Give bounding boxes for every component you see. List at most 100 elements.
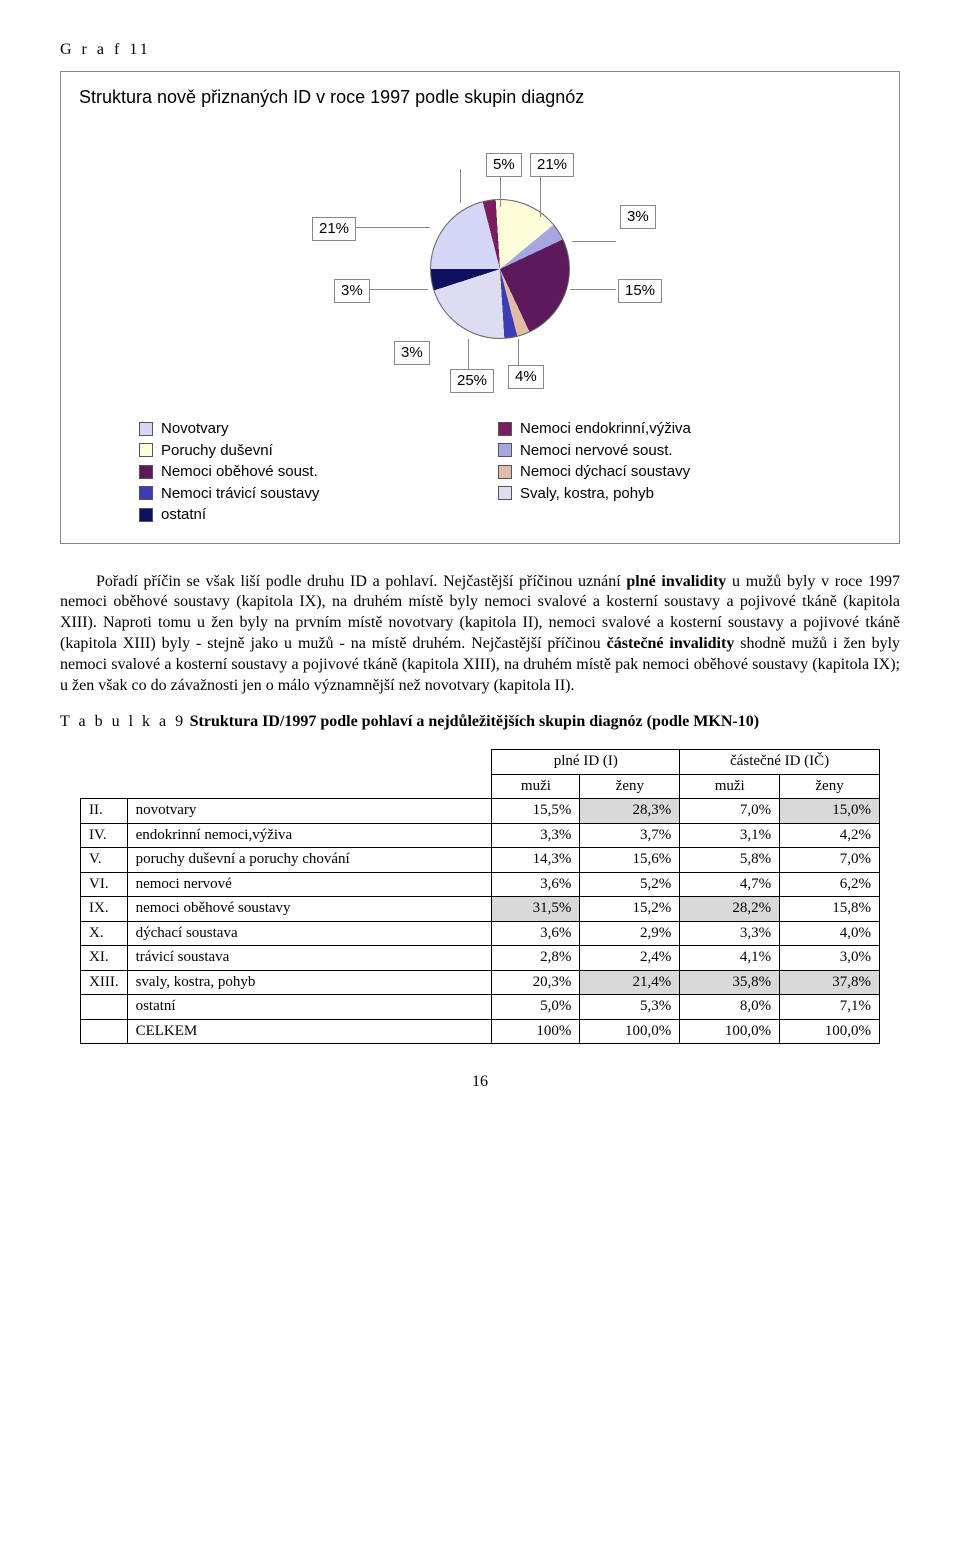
row-label: poruchy duševní a poruchy chování: [127, 848, 492, 873]
table9: plné ID (I)částečné ID (IČ)mužiženymužiž…: [80, 749, 880, 1044]
pct-3b: 3%: [394, 341, 430, 365]
row-rn: V.: [81, 848, 128, 873]
cell: 100%: [492, 1019, 580, 1044]
table9-heading: T a b u l k a 9 Struktura ID/1997 podle …: [60, 712, 900, 733]
cell: 5,0%: [492, 995, 580, 1020]
cell: 20,3%: [492, 970, 580, 995]
chart-title: Struktura nově přiznaných ID v roce 1997…: [79, 86, 881, 109]
row-rn: VI.: [81, 872, 128, 897]
cell: 15,8%: [780, 897, 880, 922]
table-row: CELKEM100%100,0%100,0%100,0%: [81, 1019, 880, 1044]
table-row: V.poruchy duševní a poruchy chování14,3%…: [81, 848, 880, 873]
pct-21b: 21%: [312, 217, 356, 241]
legend-label: Nemoci nervové soust.: [520, 441, 673, 461]
cell: 15,0%: [780, 799, 880, 824]
legend-item: Nemoci nervové soust.: [498, 441, 821, 461]
table-row: II.novotvary15,5%28,3%7,0%15,0%: [81, 799, 880, 824]
table-row: ostatní5,0%5,3%8,0%7,1%: [81, 995, 880, 1020]
swatch: [139, 422, 153, 436]
row-rn: XIII.: [81, 970, 128, 995]
cell: 4,7%: [680, 872, 780, 897]
cell: 7,0%: [680, 799, 780, 824]
cell: 31,5%: [492, 897, 580, 922]
pct-15: 15%: [618, 279, 662, 303]
row-label: novotvary: [127, 799, 492, 824]
swatch: [498, 422, 512, 436]
leader: [460, 169, 461, 203]
cell: 3,6%: [492, 872, 580, 897]
pct-4: 4%: [508, 365, 544, 389]
table-row: VI.nemoci nervové3,6%5,2%4,7%6,2%: [81, 872, 880, 897]
swatch: [139, 486, 153, 500]
legend-item: Poruchy duševní: [139, 441, 462, 461]
table-row: IX.nemoci oběhové soustavy31,5%15,2%28,2…: [81, 897, 880, 922]
legend: Novotvary Nemoci endokrinní,výživa Poruchy…: [139, 419, 821, 525]
legend-label: Nemoci dýchací soustavy: [520, 462, 690, 482]
row-label: trávicí soustava: [127, 946, 492, 971]
col-sub: muži: [680, 774, 780, 799]
table-row: IV.endokrinní nemoci,výživa3,3%3,7%3,1%4…: [81, 823, 880, 848]
cell: 5,8%: [680, 848, 780, 873]
cell: 7,0%: [780, 848, 880, 873]
pct-25: 25%: [450, 369, 494, 393]
cell: 6,2%: [780, 872, 880, 897]
cell: 15,6%: [580, 848, 680, 873]
row-rn: XI.: [81, 946, 128, 971]
cell: 37,8%: [780, 970, 880, 995]
cell: 100,0%: [780, 1019, 880, 1044]
row-rn: IX.: [81, 897, 128, 922]
pie-chart: [430, 199, 570, 339]
legend-label: Nemoci trávicí soustavy: [161, 484, 319, 504]
row-rn: X.: [81, 921, 128, 946]
legend-item: Novotvary: [139, 419, 462, 439]
legend-label: Svaly, kostra, pohyb: [520, 484, 654, 504]
row-rn: [81, 995, 128, 1020]
cell: 28,2%: [680, 897, 780, 922]
swatch: [498, 486, 512, 500]
cell: 4,0%: [780, 921, 880, 946]
leader: [468, 339, 469, 369]
pie-area: 5% 21% 3% 15% 4% 25% 3% 3% 21%: [200, 119, 760, 399]
cell: 3,0%: [780, 946, 880, 971]
legend-label: Poruchy duševní: [161, 441, 273, 461]
cell: 3,7%: [580, 823, 680, 848]
cell: 3,3%: [492, 823, 580, 848]
legend-label: Nemoci endokrinní,výživa: [520, 419, 691, 439]
cell: 21,4%: [580, 970, 680, 995]
page-number: 16: [60, 1072, 900, 1093]
col-group: plné ID (I): [492, 750, 680, 775]
table-row: XIII.svaly, kostra, pohyb20,3%21,4%35,8%…: [81, 970, 880, 995]
cell: 3,1%: [680, 823, 780, 848]
row-label: nemoci oběhové soustavy: [127, 897, 492, 922]
cell: 5,3%: [580, 995, 680, 1020]
leader: [540, 177, 541, 217]
leader: [350, 227, 430, 228]
swatch: [139, 443, 153, 457]
cell: 14,3%: [492, 848, 580, 873]
graf-11-label: G r a f 11: [60, 40, 900, 61]
cell: 100,0%: [680, 1019, 780, 1044]
leader: [500, 177, 501, 207]
cell: 5,2%: [580, 872, 680, 897]
cell: 7,1%: [780, 995, 880, 1020]
legend-item: Nemoci endokrinní,výživa: [498, 419, 821, 439]
cell: 2,8%: [492, 946, 580, 971]
cell: 15,5%: [492, 799, 580, 824]
row-rn: II.: [81, 799, 128, 824]
col-sub: ženy: [580, 774, 680, 799]
table-row: X.dýchací soustava3,6%2,9%3,3%4,0%: [81, 921, 880, 946]
row-label: CELKEM: [127, 1019, 492, 1044]
analysis-paragraph: Pořadí příčin se však liší podle druhu I…: [60, 572, 900, 697]
legend-item: Nemoci dýchací soustavy: [498, 462, 821, 482]
leader: [518, 339, 519, 365]
row-rn: [81, 1019, 128, 1044]
row-label: dýchací soustava: [127, 921, 492, 946]
cell: 4,2%: [780, 823, 880, 848]
cell: 100,0%: [580, 1019, 680, 1044]
cell: 28,3%: [580, 799, 680, 824]
col-group: částečné ID (IČ): [680, 750, 880, 775]
leader: [570, 289, 616, 290]
swatch: [139, 508, 153, 522]
swatch: [498, 443, 512, 457]
legend-label: ostatní: [161, 505, 206, 525]
